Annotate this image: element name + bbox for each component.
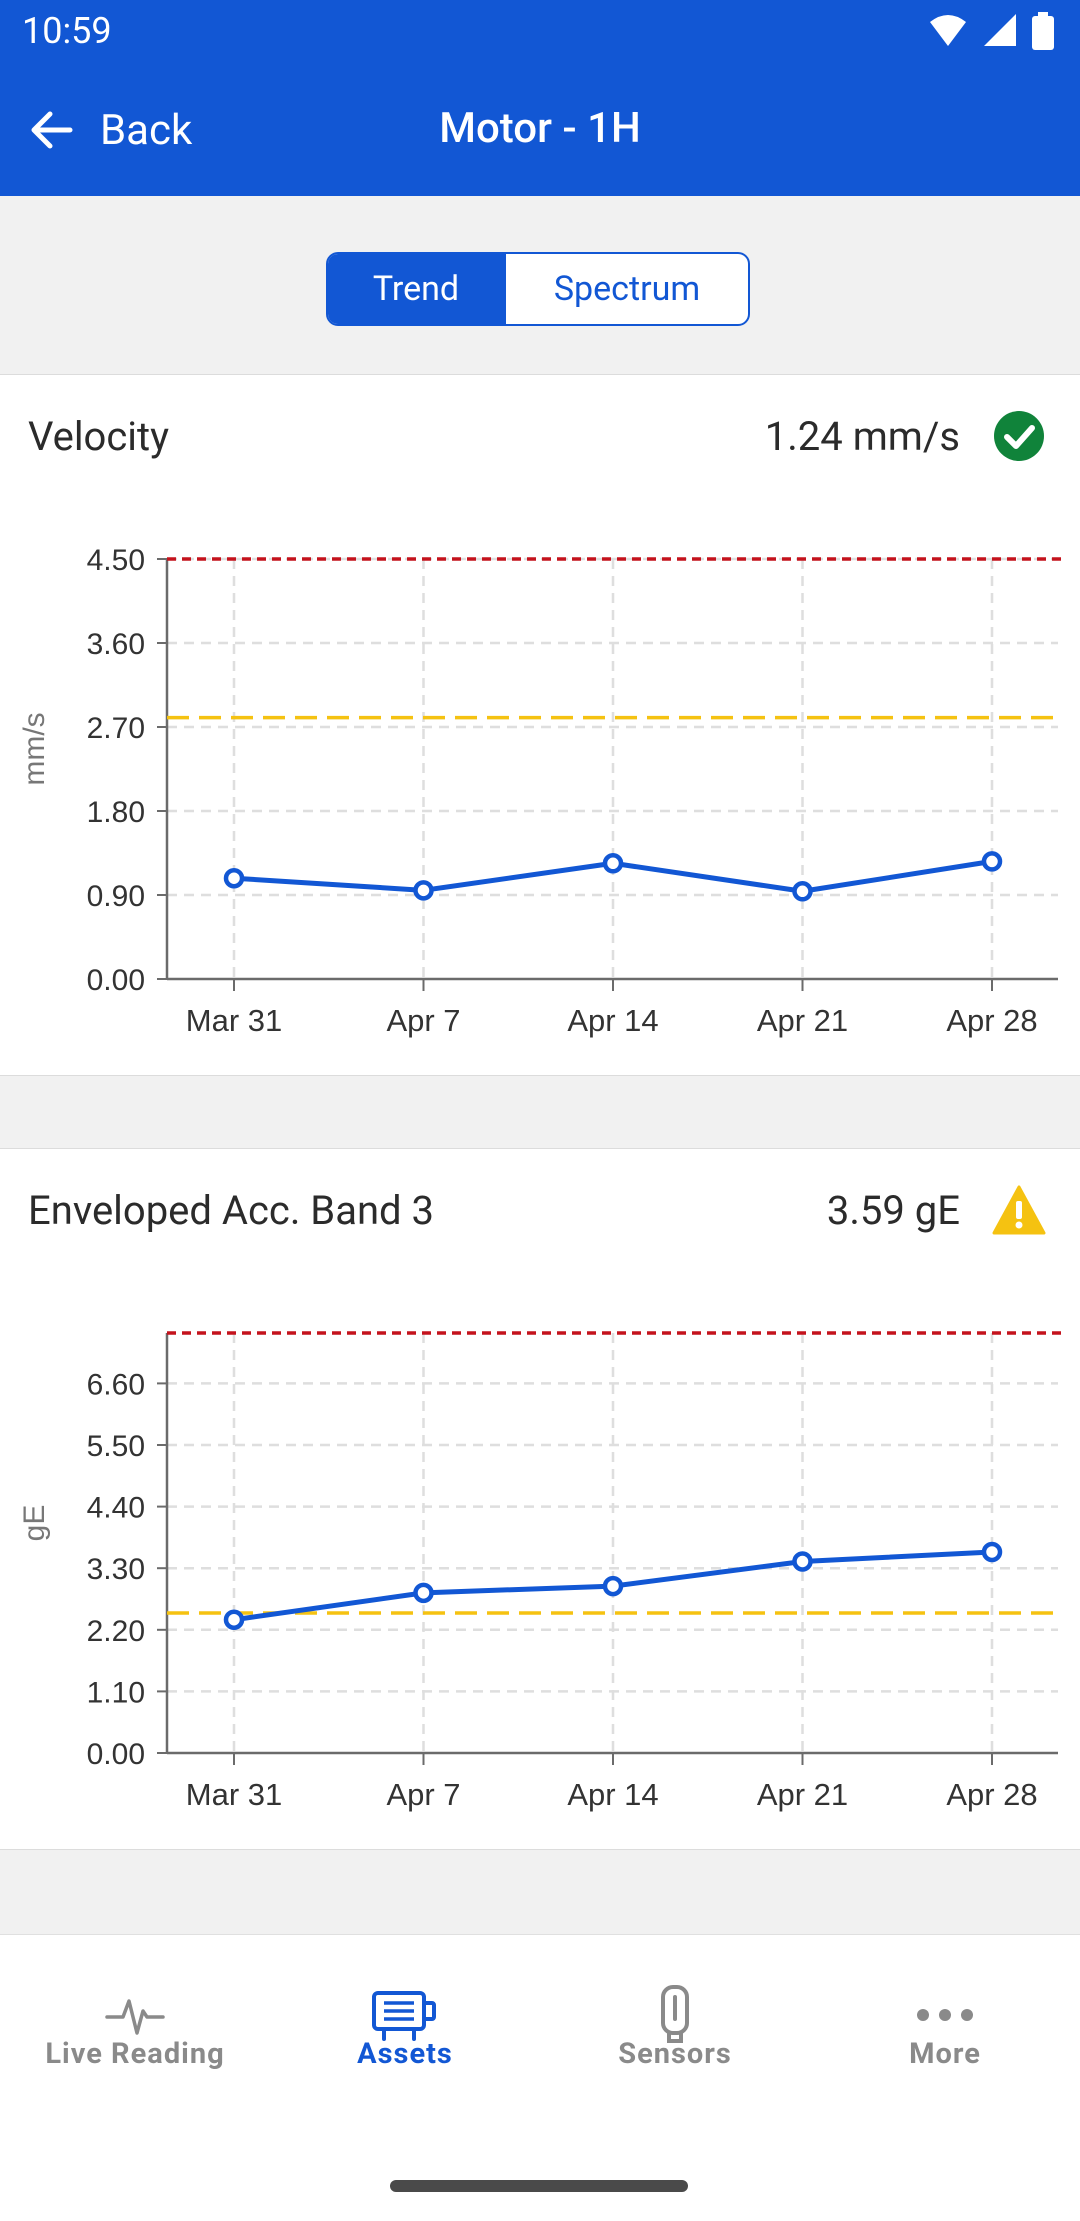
y-tick-label: 2.70 <box>87 712 145 745</box>
bottom-nav: Live Reading Assets Sensors <box>0 1934 1080 2221</box>
data-point <box>223 867 245 889</box>
card-title: Velocity <box>28 413 170 460</box>
enveloped-acc-card[interactable]: Enveloped Acc. Band 3 3.59 gE 0.00 1.10 2.… <box>0 1148 1080 1850</box>
back-label: Back <box>100 105 193 155</box>
x-tick-label: Apr 7 <box>386 1777 460 1812</box>
y-tick-label: 5.50 <box>87 1430 145 1463</box>
data-point <box>413 1582 434 1604</box>
card-title: Enveloped Acc. Band 3 <box>28 1187 435 1234</box>
status-bar: 10:59 <box>0 0 1080 64</box>
y-axis-label: mm/s <box>18 712 51 785</box>
nav-label: Sensors <box>618 2037 732 2071</box>
y-tick-label: 2.20 <box>87 1615 145 1648</box>
data-point <box>792 881 813 902</box>
enveloped-acc-trend-chart: 0.00 1.10 2.20 3.30 4.40 5.50 6.60 Mar 31 Apr 7 A… <box>18 1331 1062 1812</box>
y-tick-label: 1.10 <box>87 1676 145 1709</box>
warning-triangle-icon <box>992 1185 1046 1235</box>
x-tick-label: Apr 7 <box>386 1003 460 1038</box>
y-tick-label: 0.90 <box>87 880 145 913</box>
x-tick-label: Mar 31 <box>186 1003 282 1038</box>
velocity-card[interactable]: Velocity 1.24 mm/s 0.00 0.90 1.80 2.70 3.60 4… <box>0 374 1080 1076</box>
battery-icon <box>1032 12 1054 50</box>
status-time: 10:59 <box>22 10 112 52</box>
app-bar: Back Motor - 1H <box>0 64 1080 196</box>
y-tick-label: 0.00 <box>87 1738 145 1771</box>
y-tick-label: 4.40 <box>87 1492 145 1525</box>
x-tick-label: Apr 14 <box>567 1777 658 1812</box>
data-point <box>981 1541 1003 1563</box>
x-tick-label: Apr 28 <box>946 1777 1037 1812</box>
x-tick-label: Apr 21 <box>757 1003 848 1038</box>
data-point <box>413 880 434 901</box>
x-tick-label: Apr 28 <box>946 1003 1037 1038</box>
view-toggle-area: Trend Spectrum <box>0 196 1080 374</box>
y-tick-label: 0.00 <box>87 964 145 997</box>
home-indicator <box>390 2180 688 2192</box>
page-title: Motor - 1H <box>439 104 641 153</box>
more-dots-icon <box>917 2009 973 2021</box>
back-button[interactable]: Back <box>28 96 192 164</box>
spectrum-tab[interactable]: Spectrum <box>504 254 748 324</box>
nav-live-reading[interactable]: Live Reading <box>0 1935 270 2135</box>
nav-label: More <box>909 2037 981 2071</box>
card-value: 3.59 gE <box>826 1187 960 1234</box>
x-tick-label: Apr 21 <box>757 1777 848 1812</box>
y-tick-label: 4.50 <box>87 544 145 577</box>
wifi-icon <box>930 15 966 46</box>
x-tick-label: Mar 31 <box>186 1777 282 1812</box>
y-tick-label: 3.30 <box>87 1553 145 1586</box>
view-segmented-control: Trend Spectrum <box>326 252 750 326</box>
check-circle-icon <box>994 411 1044 461</box>
velocity-trend-chart: 0.00 0.90 1.80 2.70 3.60 4.50 Mar 31 Apr 7 Apr 1… <box>18 544 1062 1038</box>
arrow-left-icon <box>31 111 73 149</box>
data-point <box>223 1609 245 1630</box>
y-axis-label: gE <box>18 1505 51 1542</box>
data-point <box>602 1575 624 1597</box>
sensor-icon <box>661 1985 689 2043</box>
data-point <box>602 853 624 874</box>
status-icons <box>928 12 1054 50</box>
nav-assets[interactable]: Assets <box>270 1935 540 2135</box>
nav-label: Assets <box>357 2037 453 2071</box>
pulse-icon <box>105 1999 165 2035</box>
card-value: 1.24 mm/s <box>764 413 960 460</box>
nav-label: Live Reading <box>45 2037 225 2071</box>
data-point <box>792 1551 813 1572</box>
x-tick-label: Apr 14 <box>567 1003 658 1038</box>
y-tick-label: 1.80 <box>87 796 145 829</box>
data-point <box>981 851 1003 872</box>
nav-sensors[interactable]: Sensors <box>540 1935 810 2135</box>
nav-more[interactable]: More <box>810 1935 1080 2135</box>
signal-icon <box>984 14 1016 46</box>
motor-icon <box>372 1991 436 2041</box>
trend-tab[interactable]: Trend <box>328 254 504 324</box>
y-tick-label: 3.60 <box>87 628 145 661</box>
y-tick-label: 6.60 <box>87 1368 145 1401</box>
